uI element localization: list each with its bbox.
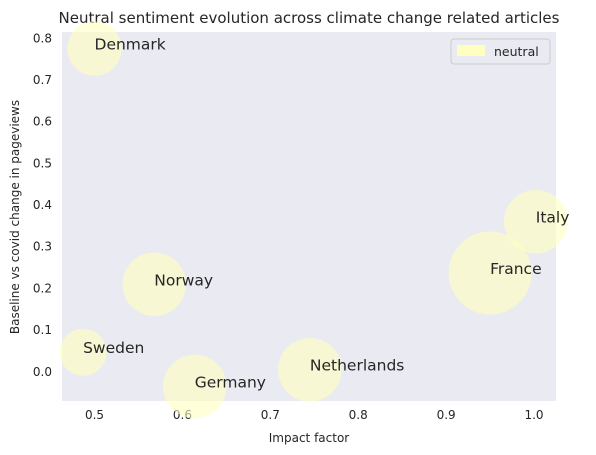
- y-tick-label: 0.2: [33, 281, 52, 295]
- data-point-norway: [122, 252, 187, 317]
- data-point-sweden: [59, 328, 107, 376]
- data-label-germany: Germany: [195, 373, 266, 391]
- y-axis-label: Baseline vs covid change in pageviews: [8, 100, 22, 334]
- data-label-norway: Norway: [154, 271, 213, 289]
- y-tick-label: 0.4: [33, 198, 52, 212]
- x-tick-label: 0.5: [85, 408, 104, 422]
- y-tick-label: 0.5: [33, 156, 52, 170]
- x-tick-label: 0.7: [261, 408, 280, 422]
- data-label-netherlands: Netherlands: [310, 357, 404, 375]
- data-label-sweden: Sweden: [83, 339, 144, 357]
- data-point-netherlands: [278, 337, 342, 402]
- legend-swatch-neutral: [457, 45, 485, 56]
- y-tick-label: 0.6: [33, 115, 52, 129]
- data-points: [59, 21, 568, 419]
- point-labels: Denmark Norway Sweden Germany Netherlands Fra…: [83, 36, 569, 392]
- chart-title: Neutral sentiment evolution across clima…: [59, 9, 560, 27]
- y-tick-label: 0.8: [33, 31, 52, 45]
- data-label-denmark: Denmark: [95, 36, 166, 54]
- legend-label-neutral: neutral: [494, 44, 539, 59]
- data-point-denmark: [67, 21, 122, 76]
- x-tick-label: 0.8: [349, 408, 368, 422]
- y-tick-label: 0.1: [33, 323, 52, 337]
- x-axis-label: Impact factor: [269, 431, 350, 445]
- x-tick-label: 0.9: [437, 408, 456, 422]
- data-point-france: [448, 231, 532, 315]
- x-tick-label: 1.0: [524, 408, 543, 422]
- data-label-italy: Italy: [536, 209, 570, 227]
- data-label-france: France: [490, 260, 542, 278]
- y-tick-label: 0.3: [33, 240, 52, 254]
- y-tick-label: 0.7: [33, 73, 52, 87]
- legend: neutral: [450, 38, 551, 65]
- data-point-germany: [162, 354, 227, 419]
- y-tick-label: 0.0: [33, 365, 52, 379]
- data-point-italy: [503, 189, 568, 254]
